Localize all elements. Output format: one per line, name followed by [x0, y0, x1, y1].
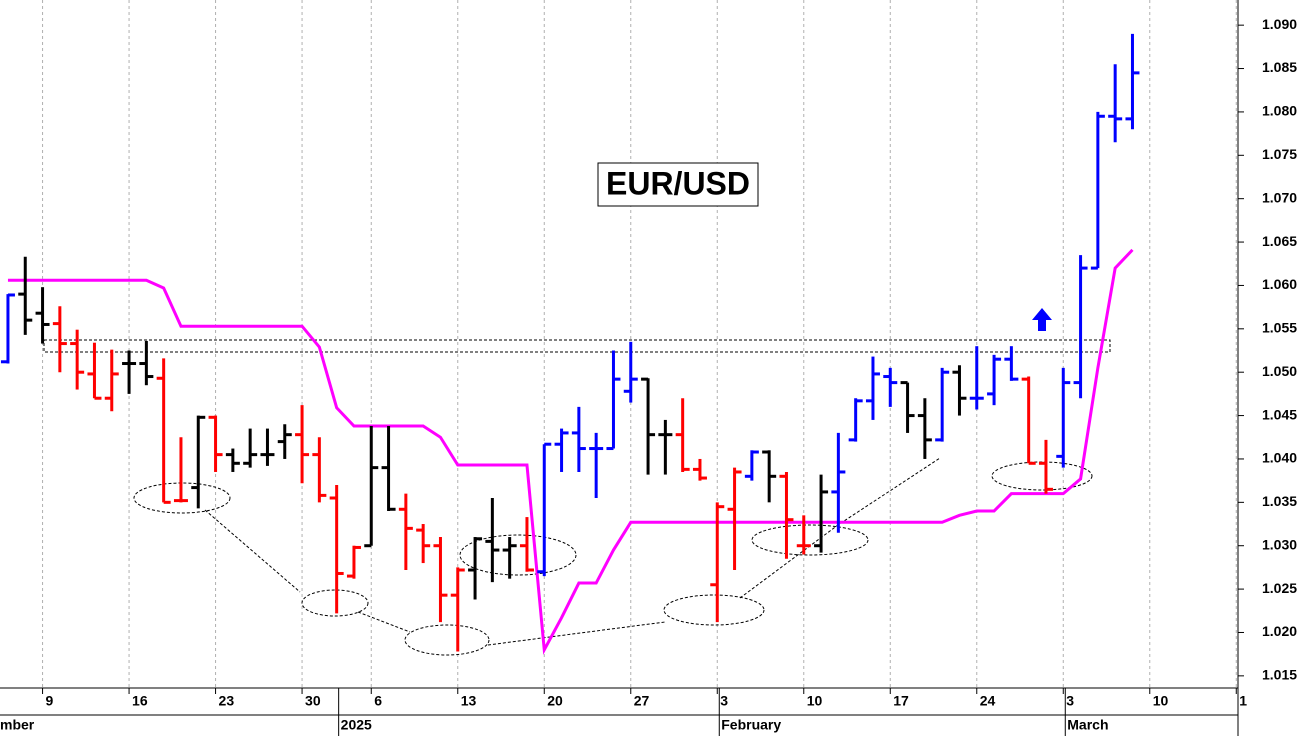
- grid: [42, 0, 1237, 688]
- y-tick-label: 1.060: [1262, 276, 1297, 292]
- y-tick-label: 1.045: [1262, 406, 1297, 422]
- month-label: mber: [0, 717, 35, 733]
- month-label: March: [1067, 717, 1108, 733]
- y-tick-label: 1.070: [1262, 189, 1297, 205]
- annotation-ellipse: [751, 524, 869, 556]
- x-tick-label: 10: [807, 693, 823, 709]
- y-tick-label: 1.035: [1262, 493, 1297, 509]
- trailing-line: [7, 248, 1134, 655]
- x-tick-label: 3: [720, 693, 728, 709]
- y-tick-label: 1.050: [1262, 363, 1297, 379]
- x-tick-label: 16: [132, 693, 148, 709]
- x-tick-label: 17: [893, 693, 909, 709]
- x-tick-label: 23: [219, 693, 235, 709]
- x-tick-label: 24: [980, 693, 996, 709]
- y-tick-label: 1.030: [1262, 536, 1297, 552]
- annotation-ellipse: [133, 482, 231, 514]
- x-tick-label: 3: [1066, 693, 1074, 709]
- y-tick-label: 1.015: [1262, 667, 1297, 683]
- annotation-ellipse: [459, 534, 577, 576]
- y-tick-label: 1.020: [1262, 623, 1297, 639]
- y-tick-label: 1.080: [1262, 103, 1297, 119]
- y-tick-label: 1.065: [1262, 233, 1297, 249]
- marks: [0, 33, 1140, 655]
- x-tick-label: 6: [374, 693, 382, 709]
- trend-line: [204, 509, 301, 593]
- month-label: February: [721, 717, 781, 733]
- y-tick-label: 1.055: [1262, 320, 1297, 336]
- annotation-ellipse: [663, 594, 765, 626]
- x-tick-label: 30: [305, 693, 321, 709]
- y-tick-label: 1.090: [1262, 16, 1297, 32]
- x-tick-label: 1: [1239, 693, 1247, 709]
- month-label: 2025: [341, 717, 372, 733]
- title-box: [597, 162, 759, 207]
- breakout-arrow: [1032, 308, 1052, 331]
- x-tick-label: 10: [1153, 693, 1169, 709]
- y-tick-label: 1.085: [1262, 59, 1297, 75]
- x-tick-label: 27: [634, 693, 650, 709]
- y-tick-label: 1.025: [1262, 580, 1297, 596]
- x-tick-label: 13: [461, 693, 477, 709]
- chart-title: EUR/USD: [606, 165, 750, 201]
- y-tick-label: 1.040: [1262, 450, 1297, 466]
- resistance-zone: [43, 339, 1111, 353]
- y-tick-label: 1.075: [1262, 146, 1297, 162]
- annotation-ellipse: [301, 589, 369, 617]
- x-tick-label: 20: [547, 693, 563, 709]
- annotation-ellipse: [404, 624, 490, 656]
- trend-line: [357, 611, 411, 633]
- x-tick-label: 9: [46, 693, 54, 709]
